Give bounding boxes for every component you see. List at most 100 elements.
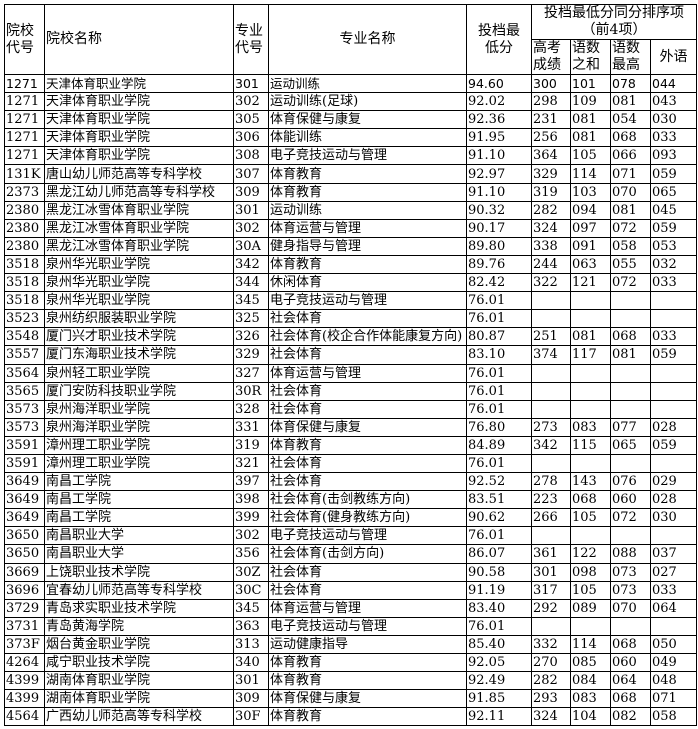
cell-school-name: 天津体育职业学院 — [44, 92, 234, 112]
cell-gaokao-score: 293 — [531, 689, 571, 709]
cell-major-code: 397 — [233, 472, 269, 492]
cell-min-score: 76.01 — [466, 616, 532, 636]
cell-chinese-math-max: 068 — [610, 327, 651, 347]
cell-gaokao-score: 317 — [531, 580, 571, 600]
cell-major-name: 体育运营与管理 — [268, 598, 467, 618]
cell-major-name: 社会体育 — [268, 453, 467, 474]
table-row: 4399 湖南体育职业学院 309 体育保健与康复 91.85 293 083 068 071 — [4, 689, 698, 709]
table-row: 1271 天津体育职业学院 308 电子竞技运动与管理 91.10 364 105 066 09… — [4, 146, 698, 166]
cell-foreign-language — [649, 526, 698, 546]
cell-school-name: 漳州理工职业学院 — [44, 453, 234, 474]
header-school-name: 院校名称 — [44, 4, 234, 75]
cell-major-name: 社会体育(击剑教练方向) — [268, 490, 467, 510]
cell-school-name: 泉州海洋职业学院 — [44, 417, 234, 437]
cell-school-name: 泉州华光职业学院 — [44, 273, 234, 293]
cell-school-code: 131K — [4, 164, 45, 184]
cell-min-score: 76.01 — [466, 291, 532, 311]
cell-school-name: 广西幼儿师范高等专科学校 — [44, 707, 234, 727]
cell-major-code: 363 — [233, 616, 269, 636]
cell-chinese-math-max: 068 — [610, 689, 651, 709]
cell-chinese-math-sum: 105 — [570, 508, 611, 528]
cell-chinese-math-sum: 117 — [570, 345, 611, 365]
table-row: 3573 泉州海洋职业学院 331 体育保健与康复 76.80 273 083 077 028 — [4, 417, 698, 437]
cell-chinese-math-sum: 109 — [570, 92, 611, 112]
cell-major-name: 电子竞技运动与管理 — [268, 291, 467, 311]
cell-chinese-math-sum — [570, 363, 611, 383]
cell-school-code: 2373 — [4, 182, 45, 202]
cell-chinese-math-sum: 083 — [570, 417, 611, 437]
header-tiebreak-group: 投档最低分同分排序项（前4项） — [530, 4, 698, 40]
cell-school-name: 漳州理工职业学院 — [44, 435, 234, 455]
cell-chinese-math-max: 071 — [610, 164, 651, 184]
cell-school-name: 湖南体育职业学院 — [44, 689, 234, 709]
cell-school-name: 天津体育职业学院 — [44, 146, 234, 166]
cell-major-code: 328 — [233, 399, 269, 419]
cell-chinese-math-max: 072 — [610, 508, 651, 528]
cell-gaokao-score: 278 — [531, 472, 571, 492]
cell-major-name: 体育教育 — [268, 435, 467, 455]
cell-school-code: 2380 — [4, 218, 45, 238]
cell-foreign-language — [649, 309, 698, 329]
cell-major-name: 运动健康指导 — [268, 634, 467, 655]
cell-major-name: 体育教育 — [268, 254, 467, 275]
cell-chinese-math-max: 058 — [610, 236, 651, 256]
cell-major-code: 313 — [233, 634, 269, 655]
cell-chinese-math-sum: 063 — [570, 254, 611, 275]
cell-major-code: 305 — [233, 110, 269, 130]
cell-gaokao-score: 361 — [531, 544, 571, 564]
table-row: 3696 宜春幼儿师范高等专科学校 30C 社会体育 91.19 317 105 073 033 — [4, 580, 698, 600]
cell-chinese-math-sum: 098 — [570, 562, 611, 582]
cell-gaokao-score: 298 — [531, 92, 571, 112]
table-row: 3669 上饶职业技术学院 30Z 社会体育 90.58 301 098 073 027 — [4, 562, 698, 582]
cell-foreign-language: 071 — [649, 689, 698, 709]
cell-min-score: 90.58 — [466, 562, 532, 582]
table-row: 4564 广西幼儿师范高等专科学校 30F 体育教育 92.11 324 104 082 058 — [4, 707, 698, 727]
cell-major-name: 社会体育 — [268, 580, 467, 600]
table-row: 3650 南昌职业大学 302 电子竞技运动与管理 76.01 — [4, 526, 698, 546]
cell-chinese-math-sum: 103 — [570, 182, 611, 202]
cell-major-code: 327 — [233, 363, 269, 383]
table-row: 3649 南昌工学院 397 社会体育 92.52 278 143 076 029 — [4, 472, 698, 492]
cell-major-code: 345 — [233, 598, 269, 618]
cell-major-code: 325 — [233, 309, 269, 329]
cell-min-score: 92.36 — [466, 110, 532, 130]
cell-chinese-math-sum: 143 — [570, 472, 611, 492]
cell-foreign-language: 045 — [649, 200, 698, 220]
cell-major-code: 326 — [233, 327, 269, 347]
cell-foreign-language: 053 — [649, 236, 698, 256]
cell-major-name: 体育保健与康复 — [268, 417, 467, 437]
cell-min-score: 91.19 — [466, 580, 532, 600]
cell-min-score: 86.07 — [466, 544, 532, 564]
cell-foreign-language: 058 — [649, 707, 698, 727]
header-school-code: 院校代号 — [4, 4, 45, 75]
cell-foreign-language: 059 — [649, 435, 698, 455]
header-chinese-math-sum: 语数之和 — [570, 39, 611, 75]
cell-chinese-math-sum: 068 — [570, 490, 611, 510]
cell-chinese-math-max: 073 — [610, 562, 651, 582]
cell-min-score: 91.10 — [466, 146, 532, 166]
header-major-code: 专业代号 — [233, 4, 269, 75]
cell-foreign-language: 050 — [649, 634, 698, 655]
cell-school-code: 3518 — [4, 273, 45, 293]
cell-major-name: 电子竞技运动与管理 — [268, 146, 467, 166]
cell-school-name: 南昌工学院 — [44, 472, 234, 492]
cell-school-name: 青岛黄海学院 — [44, 616, 234, 636]
cell-foreign-language: 028 — [649, 417, 698, 437]
cell-gaokao-score: 282 — [531, 671, 571, 691]
cell-school-name: 南昌职业大学 — [44, 526, 234, 546]
cell-chinese-math-max: 082 — [610, 707, 651, 727]
cell-major-name: 社会体育(击剑方向) — [268, 544, 467, 564]
cell-major-code: 302 — [233, 218, 269, 238]
cell-school-name: 宜春幼儿师范高等专科学校 — [44, 580, 234, 600]
cell-chinese-math-sum — [570, 453, 611, 474]
cell-major-code: 319 — [233, 435, 269, 455]
cell-major-name: 社会体育 — [268, 399, 467, 419]
cell-chinese-math-sum — [570, 381, 611, 401]
table-row: 1271 天津体育职业学院 302 运动训练(足球) 92.02 298 109 081 043 — [4, 92, 698, 112]
cell-chinese-math-sum: 081 — [570, 327, 611, 347]
cell-major-name: 运动训练(足球) — [268, 92, 467, 112]
cell-major-code: 30F — [233, 707, 269, 727]
cell-school-name: 泉州海洋职业学院 — [44, 399, 234, 419]
cell-foreign-language — [649, 399, 698, 419]
cell-chinese-math-sum — [570, 291, 611, 311]
